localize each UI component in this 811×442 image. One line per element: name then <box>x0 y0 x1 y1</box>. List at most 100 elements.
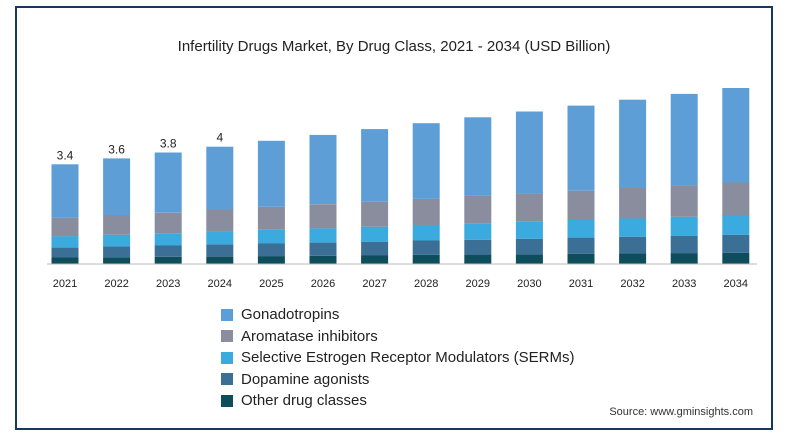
bar-2031-series-0 <box>567 253 595 264</box>
legend-label: Dopamine agonists <box>241 370 370 388</box>
legend-item: Aromatase inhibitors <box>221 326 574 348</box>
bar-2030-series-3 <box>515 193 543 222</box>
bar-2034-series-2 <box>722 215 750 235</box>
bar-2023-series-2 <box>154 233 182 246</box>
bar-2031-series-2 <box>567 220 595 238</box>
bar-2028-series-3 <box>412 198 440 225</box>
data-label-total: 3.6 <box>108 142 125 156</box>
legend-swatch <box>221 394 233 407</box>
legend-label: Aromatase inhibitors <box>241 327 378 345</box>
legend-swatch <box>221 373 233 386</box>
bar-2024-series-3 <box>206 209 234 232</box>
bar-2023-series-4 <box>154 152 182 213</box>
bar-2033-series-1 <box>670 235 698 254</box>
bar-2027-series-4 <box>361 129 389 202</box>
x-tick-label: 2025 <box>259 278 283 290</box>
bar-2026-series-3 <box>309 204 337 229</box>
legend-item: Selective Estrogen Receptor Modulators (… <box>221 347 574 369</box>
legend-label: Selective Estrogen Receptor Modulators (… <box>241 349 575 367</box>
bar-2025-series-3 <box>257 206 285 230</box>
bar-2022-series-1 <box>103 246 131 258</box>
x-tick-label: 2030 <box>517 278 541 290</box>
bar-2023-series-1 <box>154 245 182 257</box>
bar-2025-series-0 <box>257 256 285 264</box>
bar-2027-series-3 <box>361 201 389 227</box>
chart-title: Infertility Drugs Market, By Drug Class,… <box>177 38 611 55</box>
legend-swatch <box>221 330 233 343</box>
bar-2026-series-1 <box>309 242 337 256</box>
bar-2032-series-4 <box>619 99 647 188</box>
data-label-total: 3.8 <box>160 137 177 151</box>
legend-item: Dopamine agonists <box>221 369 574 391</box>
bar-2026-series-2 <box>309 228 337 243</box>
bar-2033-series-4 <box>670 93 698 186</box>
x-tick-label: 2029 <box>466 278 490 290</box>
legend-swatch <box>221 308 233 321</box>
chart-plot: 2021 3.4 2022 3.6 2023 3.8 2024 4 2025 2026 2027 20… <box>47 88 757 290</box>
bar-2031-series-1 <box>567 237 595 254</box>
bar-2029-series-3 <box>464 195 492 224</box>
x-tick-label: 2032 <box>620 278 644 290</box>
x-tick-label: 2026 <box>311 278 335 290</box>
bar-2034-series-0 <box>722 252 750 264</box>
bar-2032-series-3 <box>619 188 647 219</box>
bar-2031-series-3 <box>567 190 595 220</box>
bar-2026-series-0 <box>309 255 337 264</box>
bar-2033-series-2 <box>670 216 698 236</box>
bar-2022-series-2 <box>103 234 131 247</box>
bar-2027-series-2 <box>361 226 389 242</box>
bar-2034-series-1 <box>722 234 750 253</box>
bar-2030-series-1 <box>515 238 543 255</box>
data-label-total: 3.4 <box>57 148 74 162</box>
bar-2030-series-0 <box>515 254 543 264</box>
bar-2029-series-1 <box>464 239 492 255</box>
bar-2032-series-1 <box>619 236 647 254</box>
bar-2034-series-4 <box>722 88 750 183</box>
bar-2024-series-0 <box>206 256 234 264</box>
bar-2025-series-1 <box>257 243 285 257</box>
bar-2021-series-1 <box>51 247 79 258</box>
bar-2021-series-4 <box>51 164 79 218</box>
bar-2030-series-2 <box>515 221 543 239</box>
legend-label: Other drug classes <box>241 392 367 410</box>
bar-2029-series-4 <box>464 117 492 196</box>
x-tick-label: 2022 <box>104 278 128 290</box>
chart-frame: Infertility Drugs Market, By Drug Class,… <box>15 6 773 430</box>
bar-2030-series-4 <box>515 111 543 194</box>
bar-2024-series-2 <box>206 231 234 245</box>
bar-2024-series-1 <box>206 244 234 257</box>
legend-label: Gonadotropins <box>241 306 340 324</box>
source-note: Source: www.gminsights.com <box>609 406 753 418</box>
bar-2022-series-0 <box>103 257 131 264</box>
data-label-total: 4 <box>216 131 223 145</box>
bar-2024-series-4 <box>206 146 234 210</box>
bar-2021-series-0 <box>51 257 79 264</box>
bar-2029-series-2 <box>464 223 492 240</box>
x-tick-label: 2023 <box>156 278 180 290</box>
bar-2028-series-4 <box>412 123 440 199</box>
legend-item: Other drug classes <box>221 390 574 412</box>
bar-2028-series-2 <box>412 225 440 241</box>
x-tick-label: 2034 <box>724 278 748 290</box>
bar-2033-series-0 <box>670 253 698 264</box>
bar-2025-series-4 <box>257 140 285 207</box>
legend: Gonadotropins Aromatase inhibitors Selecti… <box>221 304 574 412</box>
bar-2032-series-2 <box>619 218 647 237</box>
bar-2031-series-4 <box>567 105 595 191</box>
bar-2034-series-3 <box>722 182 750 216</box>
bar-2023-series-0 <box>154 257 182 264</box>
x-tick-label: 2031 <box>569 278 593 290</box>
legend-swatch <box>221 351 233 364</box>
x-tick-label: 2033 <box>672 278 696 290</box>
bar-2028-series-1 <box>412 240 440 255</box>
bar-2027-series-0 <box>361 255 389 264</box>
bar-2029-series-0 <box>464 254 492 264</box>
legend-item: Gonadotropins <box>221 304 574 326</box>
x-tick-label: 2021 <box>53 278 77 290</box>
bar-2027-series-1 <box>361 241 389 256</box>
bar-2033-series-3 <box>670 185 698 217</box>
bar-2022-series-3 <box>103 215 131 235</box>
bar-2025-series-2 <box>257 229 285 244</box>
bar-2021-series-2 <box>51 236 79 248</box>
bar-2028-series-0 <box>412 254 440 264</box>
